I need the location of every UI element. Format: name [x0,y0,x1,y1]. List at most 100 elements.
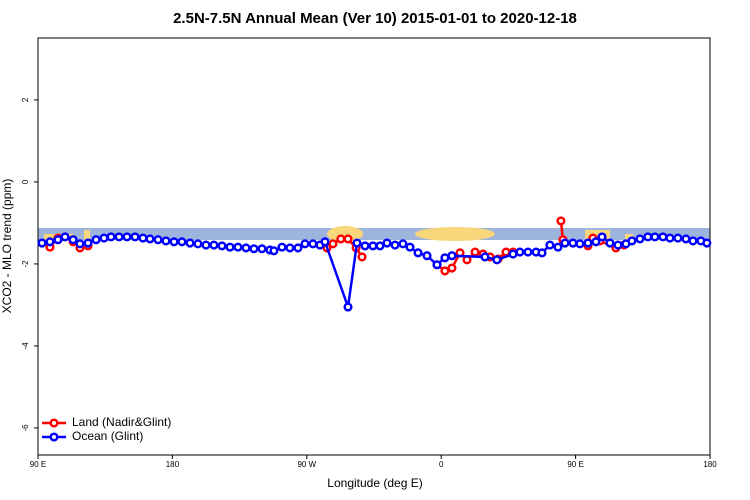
point [597,232,607,242]
x-tick-label: 90 W [297,460,316,469]
y-tick-label: -4 [21,342,30,350]
point [75,239,85,249]
point [328,239,338,249]
point [422,251,432,261]
point [382,238,392,248]
map-strip [38,228,710,240]
point [368,241,378,251]
point [300,239,310,249]
point [575,239,585,249]
point [650,232,660,242]
point [343,302,353,312]
point [336,234,346,244]
x-tick-label: 90 E [30,460,46,469]
x-axis-label: Longitude (deg E) [327,476,422,490]
point [320,237,330,247]
point [515,247,525,257]
point [122,232,132,242]
point [447,263,457,273]
legend-marker [49,418,59,428]
point [130,232,140,242]
point [665,233,675,243]
point [308,239,318,249]
y-tick-label: 2 [21,97,30,102]
point [605,238,615,248]
point [269,246,279,256]
y-tick-label: -2 [21,260,30,268]
point [523,247,533,257]
point [375,241,385,251]
point [217,241,227,251]
chart-title: 2.5N-7.5N Annual Mean (Ver 10) 2015-01-0… [173,10,577,27]
x-tick-label: 180 [166,460,180,469]
point [99,233,109,243]
point [440,253,450,263]
point [201,240,211,250]
point [613,240,623,250]
point [209,240,219,250]
point [545,240,555,250]
point [352,238,362,248]
point [470,247,480,257]
point [53,235,63,245]
point [185,238,195,248]
point [106,232,116,242]
point [501,247,511,257]
point [681,234,691,244]
point [138,233,148,243]
point [432,260,442,270]
point [673,233,683,243]
point [688,236,698,246]
legend-marker [49,432,59,442]
y-tick-label: -6 [21,424,30,432]
point [68,235,78,245]
y-axis-label: XCO2 - MLO trend (ppm) [0,179,14,314]
point [440,266,450,276]
point [583,238,593,248]
legend-label: Ocean (Glint) [72,429,143,443]
point [233,242,243,252]
point [60,232,70,242]
point [83,238,93,248]
point [37,238,47,248]
point [241,243,251,253]
point [293,243,303,253]
point [627,236,637,246]
point [193,239,203,249]
point [537,248,547,258]
point [153,235,163,245]
point [177,237,187,247]
point [556,216,566,226]
point [390,240,400,250]
point [161,236,171,246]
point [560,238,570,248]
point [398,239,408,249]
point [249,244,259,254]
point [405,242,415,252]
x-tick-label: 180 [703,460,717,469]
point [413,248,423,258]
point [635,234,645,244]
point [480,252,490,262]
point [643,232,653,242]
point [492,255,502,265]
point [360,241,370,251]
point [658,232,668,242]
point [169,237,179,247]
point [277,242,287,252]
point [553,242,563,252]
x-tick-label: 90 E [567,460,583,469]
point [257,244,267,254]
point [702,238,712,248]
x-tick-label: 0 [439,460,444,469]
point [343,234,353,244]
point [285,243,295,253]
point [91,235,101,245]
point [591,237,601,247]
point [225,242,235,252]
point [357,252,367,262]
legend-label: Land (Nadir&Glint) [72,415,171,429]
point [45,237,55,247]
plot-frame [37,37,711,456]
